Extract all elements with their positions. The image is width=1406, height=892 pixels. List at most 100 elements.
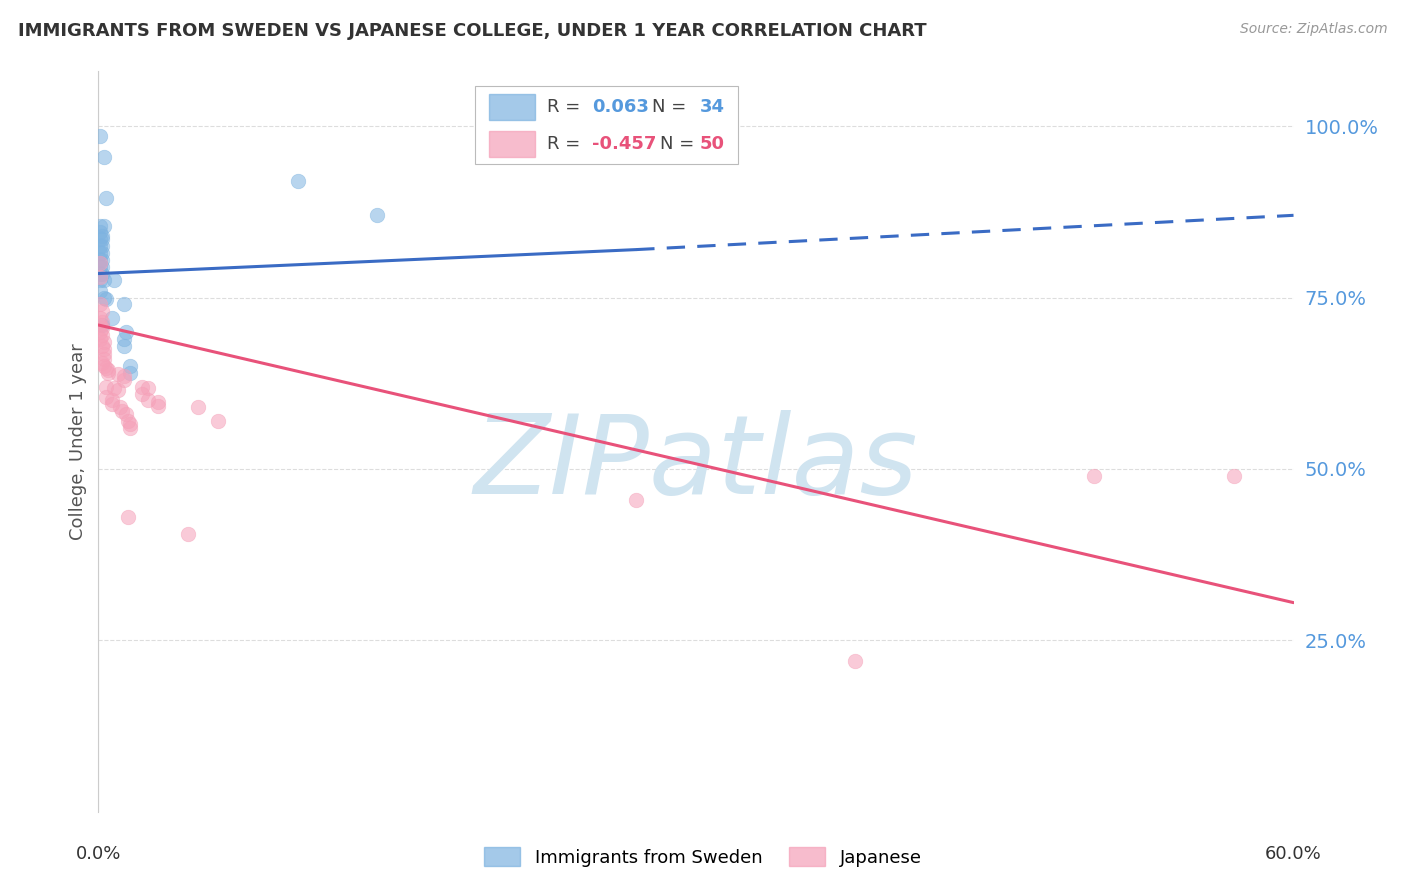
Point [89, 232, 111, 246]
Point [103, 273, 125, 287]
Point [112, 369, 135, 384]
Point [91, 239, 114, 253]
Point [89, 311, 111, 326]
Point [91, 304, 114, 318]
Point [115, 407, 138, 421]
Legend: Immigrants from Sweden, Japanese: Immigrants from Sweden, Japanese [477, 840, 929, 874]
Point [101, 397, 124, 411]
Point [93, 347, 115, 361]
Text: R =: R = [547, 135, 585, 153]
Bar [489, 94, 534, 120]
Point [89, 318, 111, 332]
Point [91, 318, 114, 332]
Bar [489, 130, 534, 157]
Point [96, 380, 118, 394]
Point [89, 270, 111, 285]
Point [1083, 468, 1105, 483]
Point [115, 325, 138, 339]
Text: N =: N = [661, 135, 700, 153]
Point [91, 356, 114, 370]
Point [101, 393, 124, 408]
Point [89, 256, 111, 270]
Point [93, 150, 115, 164]
Point [89, 252, 111, 267]
Point [93, 291, 115, 305]
Point [96, 390, 118, 404]
Point [89, 246, 111, 260]
Text: IMMIGRANTS FROM SWEDEN VS JAPANESE COLLEGE, UNDER 1 YEAR CORRELATION CHART: IMMIGRANTS FROM SWEDEN VS JAPANESE COLLE… [18, 22, 927, 40]
Point [91, 267, 114, 281]
Point [89, 284, 111, 298]
Point [117, 414, 139, 428]
Point [91, 321, 114, 335]
Point [93, 359, 115, 373]
Point [107, 383, 129, 397]
Point [93, 352, 115, 367]
Point [91, 315, 114, 329]
Point [89, 239, 111, 253]
Point [136, 381, 159, 395]
Point [112, 332, 135, 346]
Point [93, 335, 115, 350]
Point [97, 362, 120, 376]
Point [91, 246, 114, 260]
Point [207, 414, 229, 428]
Point [89, 219, 111, 233]
Point [112, 373, 135, 387]
Point [120, 417, 142, 432]
Point [96, 191, 118, 205]
Point [136, 393, 159, 408]
Point [91, 338, 114, 352]
Point [91, 228, 114, 243]
Point [101, 311, 124, 326]
Point [111, 403, 134, 417]
Point [89, 297, 111, 311]
Y-axis label: College, Under 1 year: College, Under 1 year [69, 343, 87, 540]
Point [89, 267, 111, 281]
Point [89, 332, 111, 346]
Point [91, 328, 114, 343]
Text: 0.063: 0.063 [592, 98, 650, 116]
Point [148, 394, 170, 409]
Point [93, 273, 115, 287]
Point [97, 366, 120, 380]
Point [103, 381, 125, 395]
Text: 0.0%: 0.0% [76, 845, 121, 863]
Text: -0.457: -0.457 [592, 135, 657, 153]
Point [177, 527, 200, 541]
Point [89, 226, 111, 240]
Point [89, 129, 111, 144]
Bar [475, 87, 738, 164]
Text: Source: ZipAtlas.com: Source: ZipAtlas.com [1240, 22, 1388, 37]
Point [131, 386, 153, 401]
Point [131, 380, 153, 394]
Text: 60.0%: 60.0% [1265, 845, 1322, 863]
Point [110, 401, 132, 415]
Text: R =: R = [547, 98, 585, 116]
Point [89, 325, 111, 339]
Point [112, 338, 135, 352]
Point [89, 273, 111, 287]
Point [96, 292, 118, 306]
Point [91, 252, 114, 267]
Point [107, 368, 129, 382]
Point [287, 174, 309, 188]
Point [120, 421, 142, 435]
Text: 50: 50 [700, 135, 724, 153]
Point [96, 360, 118, 375]
Point [120, 366, 142, 380]
Point [187, 401, 209, 415]
Point [844, 654, 866, 668]
Point [366, 208, 388, 222]
Point [112, 297, 135, 311]
Text: 34: 34 [700, 98, 724, 116]
Point [117, 510, 139, 524]
Point [91, 260, 114, 274]
Point [91, 232, 114, 246]
Text: N =: N = [652, 98, 692, 116]
Point [89, 260, 111, 274]
Point [1223, 468, 1246, 483]
Point [120, 359, 142, 373]
Point [93, 219, 115, 233]
Point [626, 492, 648, 507]
